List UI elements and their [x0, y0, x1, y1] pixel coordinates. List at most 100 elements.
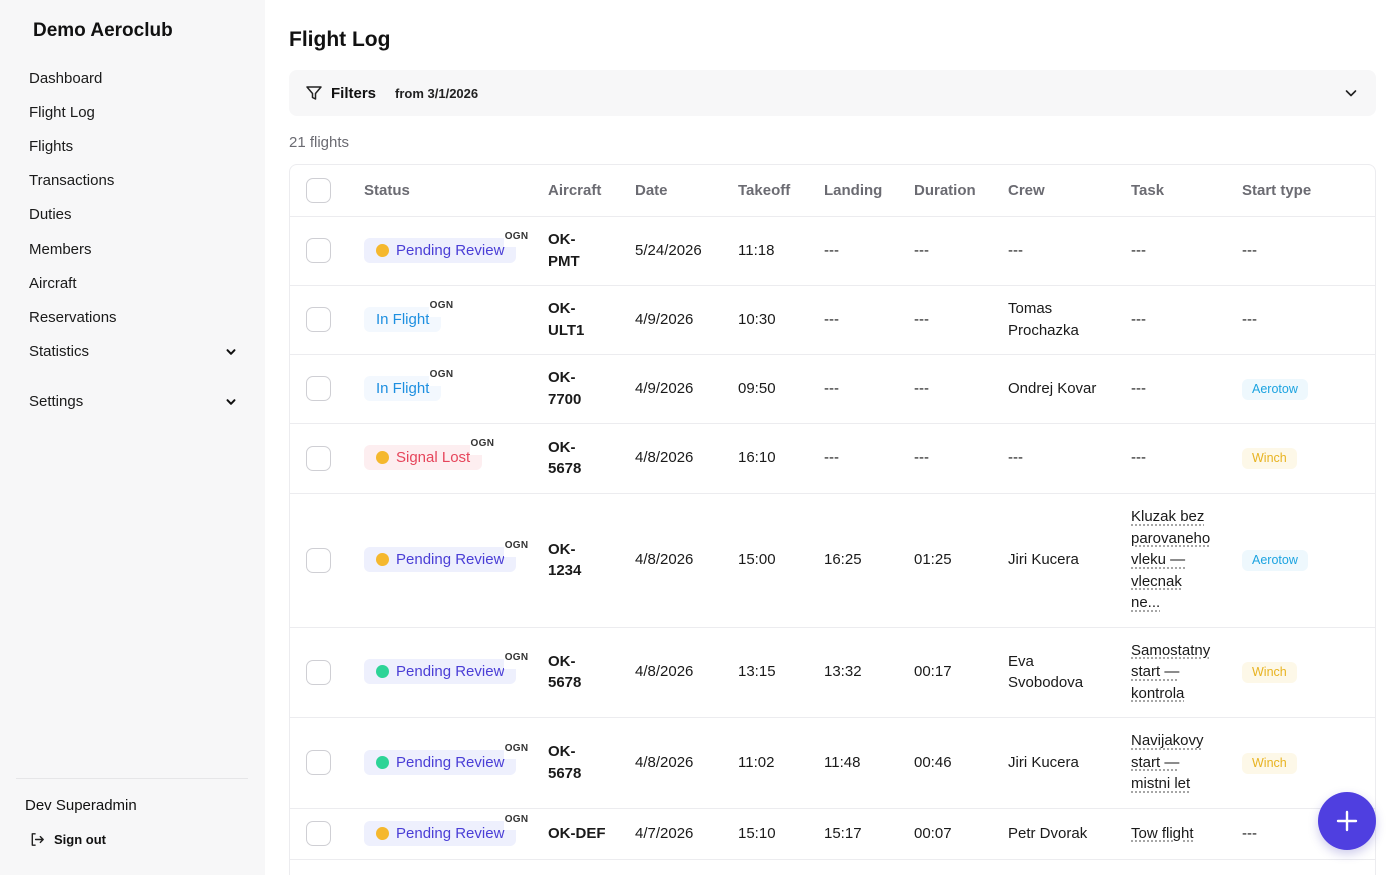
- row-checkbox[interactable]: [306, 659, 331, 685]
- landing-cell: ---: [824, 241, 839, 259]
- sidebar-item-flights[interactable]: Flights: [16, 129, 249, 163]
- task-cell[interactable]: Samostatny start — kontrola: [1131, 641, 1211, 702]
- brand-title: Demo Aeroclub: [33, 20, 173, 41]
- sidebar-item-dashboard[interactable]: Dashboard: [16, 61, 249, 95]
- sidebar-item-label: Duties: [29, 206, 72, 224]
- filters-bar[interactable]: Filters from 3/1/2026: [289, 70, 1376, 116]
- duration-cell: ---: [914, 449, 929, 467]
- landing-cell: ---: [824, 379, 839, 397]
- column-header-landing[interactable]: Landing: [824, 165, 914, 217]
- status-dot: [376, 243, 389, 257]
- column-header-date[interactable]: Date: [635, 165, 738, 217]
- sidebar-item-label: Settings: [29, 393, 84, 411]
- status-badge: Pending Review: [364, 547, 517, 573]
- row-checkbox[interactable]: [306, 376, 331, 401]
- date-cell: 4/7/2026: [635, 824, 694, 842]
- crew-cell: Tomas Prochazka: [1008, 300, 1079, 339]
- status-label: Pending Review: [396, 241, 505, 259]
- row-checkbox[interactable]: [306, 547, 331, 573]
- sidebar-item-label: Flight Log: [29, 103, 95, 121]
- table-row[interactable]: Signal Lost OGN OK- 5678 4/8/2026 16:10 --- ---…: [290, 423, 1375, 494]
- table-row[interactable]: Pending Review OGN OK-DEF 4/7/2026 15:10 15:1…: [290, 808, 1375, 860]
- ogn-badge: OGN: [503, 225, 530, 248]
- column-header-status[interactable]: Status: [364, 165, 548, 217]
- column-header-takeoff[interactable]: Takeoff: [738, 165, 824, 217]
- status-dot: [376, 553, 389, 567]
- task-cell[interactable]: Tow flight: [1131, 824, 1194, 842]
- start-type-badge: Winch: [1242, 752, 1297, 774]
- table-body: Pending Review OGN OK- PMT 5/24/2026 11:18 ---…: [290, 216, 1375, 860]
- table-row[interactable]: Pending Review OGN OK- 1234 4/8/2026 15:00 16:…: [290, 493, 1375, 628]
- row-checkbox[interactable]: [306, 821, 331, 846]
- start-type-badge: Aerotow: [1242, 378, 1308, 400]
- task-cell[interactable]: Kluzak bez parovaneho vleku — vlecnak ne...: [1131, 508, 1211, 612]
- sidebar-item-duties[interactable]: Duties: [16, 198, 249, 232]
- crew-cell: Eva Svobodova: [1008, 652, 1084, 692]
- date-cell: 4/8/2026: [635, 449, 694, 467]
- current-user-name: Dev Superadmin: [25, 797, 137, 814]
- duration-cell: 01:25: [914, 551, 952, 569]
- table-header-row: Status Aircraft Date Takeoff Landing Dur…: [290, 165, 1375, 217]
- start-type-badge: Aerotow: [1242, 550, 1308, 571]
- sign-out-button[interactable]: Sign out: [29, 831, 106, 848]
- column-header-start-type[interactable]: Start type: [1242, 165, 1375, 217]
- start-type-cell: ---: [1242, 824, 1257, 842]
- ogn-badge: OGN: [503, 647, 530, 669]
- duration-cell: ---: [914, 310, 929, 328]
- table-row[interactable]: In Flight OGN OK- ULT1 4/9/2026 10:30 --- --- To…: [290, 285, 1375, 355]
- status-badge: Signal Lost: [364, 445, 483, 471]
- sidebar-item-flight-log[interactable]: Flight Log: [16, 95, 249, 129]
- crew-cell: Jiri Kucera: [1008, 753, 1079, 771]
- status-badge: Pending Review: [364, 820, 517, 846]
- chevron-down-icon[interactable]: [1344, 86, 1358, 100]
- status-badge: In Flight: [364, 307, 442, 332]
- date-cell: 4/9/2026: [635, 310, 694, 328]
- sign-out-label: Sign out: [54, 832, 106, 847]
- table-row[interactable]: Pending Review OGN OK- PMT 5/24/2026 11:18 ---…: [290, 216, 1375, 286]
- date-cell: 4/8/2026: [635, 551, 694, 569]
- sidebar-item-reservations[interactable]: Reservations: [16, 300, 249, 334]
- sign-out-icon: [31, 833, 44, 846]
- start-type-badge: Winch: [1242, 662, 1297, 683]
- sidebar-item-transactions[interactable]: Transactions: [16, 164, 249, 198]
- chevron-down-icon: [226, 398, 236, 405]
- crew-cell: Ondrej Kovar: [1008, 379, 1097, 397]
- table-row[interactable]: In Flight OGN OK- 7700 4/9/2026 09:50 --- --- On…: [290, 354, 1375, 424]
- status-label: Pending Review: [396, 824, 505, 842]
- sidebar-item-members[interactable]: Members: [16, 232, 249, 266]
- sidebar-item-label: Aircraft: [29, 274, 77, 292]
- row-checkbox[interactable]: [306, 238, 331, 263]
- column-header-aircraft[interactable]: Aircraft: [548, 165, 635, 217]
- ogn-badge: OGN: [503, 808, 530, 831]
- status-label: Pending Review: [396, 663, 505, 680]
- plus-icon: [1336, 810, 1358, 832]
- sidebar-item-statistics[interactable]: Statistics: [16, 335, 249, 369]
- add-flight-button[interactable]: [1318, 792, 1376, 850]
- column-header-duration[interactable]: Duration: [914, 165, 1008, 217]
- task-cell[interactable]: Navijakovy start — mistni let: [1131, 732, 1204, 793]
- select-all-checkbox[interactable]: [306, 177, 331, 203]
- row-checkbox[interactable]: [306, 307, 331, 332]
- table-row[interactable]: Pending Review OGN OK- 5678 4/8/2026 13:15 13:…: [290, 627, 1375, 718]
- task-cell: ---: [1131, 310, 1146, 328]
- flight-count: 21 flights: [289, 134, 350, 151]
- table-row[interactable]: Pending Review OGN OK- 5678 4/8/2026 11:02 11:…: [290, 717, 1375, 809]
- filters-label: Filters: [331, 84, 377, 102]
- column-header-task[interactable]: Task: [1131, 165, 1242, 217]
- sidebar-item-label: Flights: [29, 137, 74, 155]
- status-dot: [376, 826, 389, 840]
- date-cell: 4/8/2026: [635, 663, 694, 681]
- column-header-crew[interactable]: Crew: [1008, 165, 1131, 217]
- row-checkbox[interactable]: [306, 750, 331, 775]
- ogn-badge: OGN: [503, 737, 530, 760]
- row-checkbox[interactable]: [306, 445, 331, 471]
- sidebar-item-settings[interactable]: Settings: [16, 385, 249, 419]
- status-label: Pending Review: [396, 551, 505, 568]
- task-cell: ---: [1131, 449, 1146, 467]
- status-badge: Pending Review: [364, 659, 517, 685]
- sidebar-item-aircraft[interactable]: Aircraft: [16, 266, 249, 300]
- crew-cell: Petr Dvorak: [1008, 824, 1088, 842]
- task-cell: ---: [1131, 241, 1146, 259]
- aircraft-cell: OK-DEF: [548, 824, 606, 842]
- takeoff-cell: 11:02: [738, 753, 775, 771]
